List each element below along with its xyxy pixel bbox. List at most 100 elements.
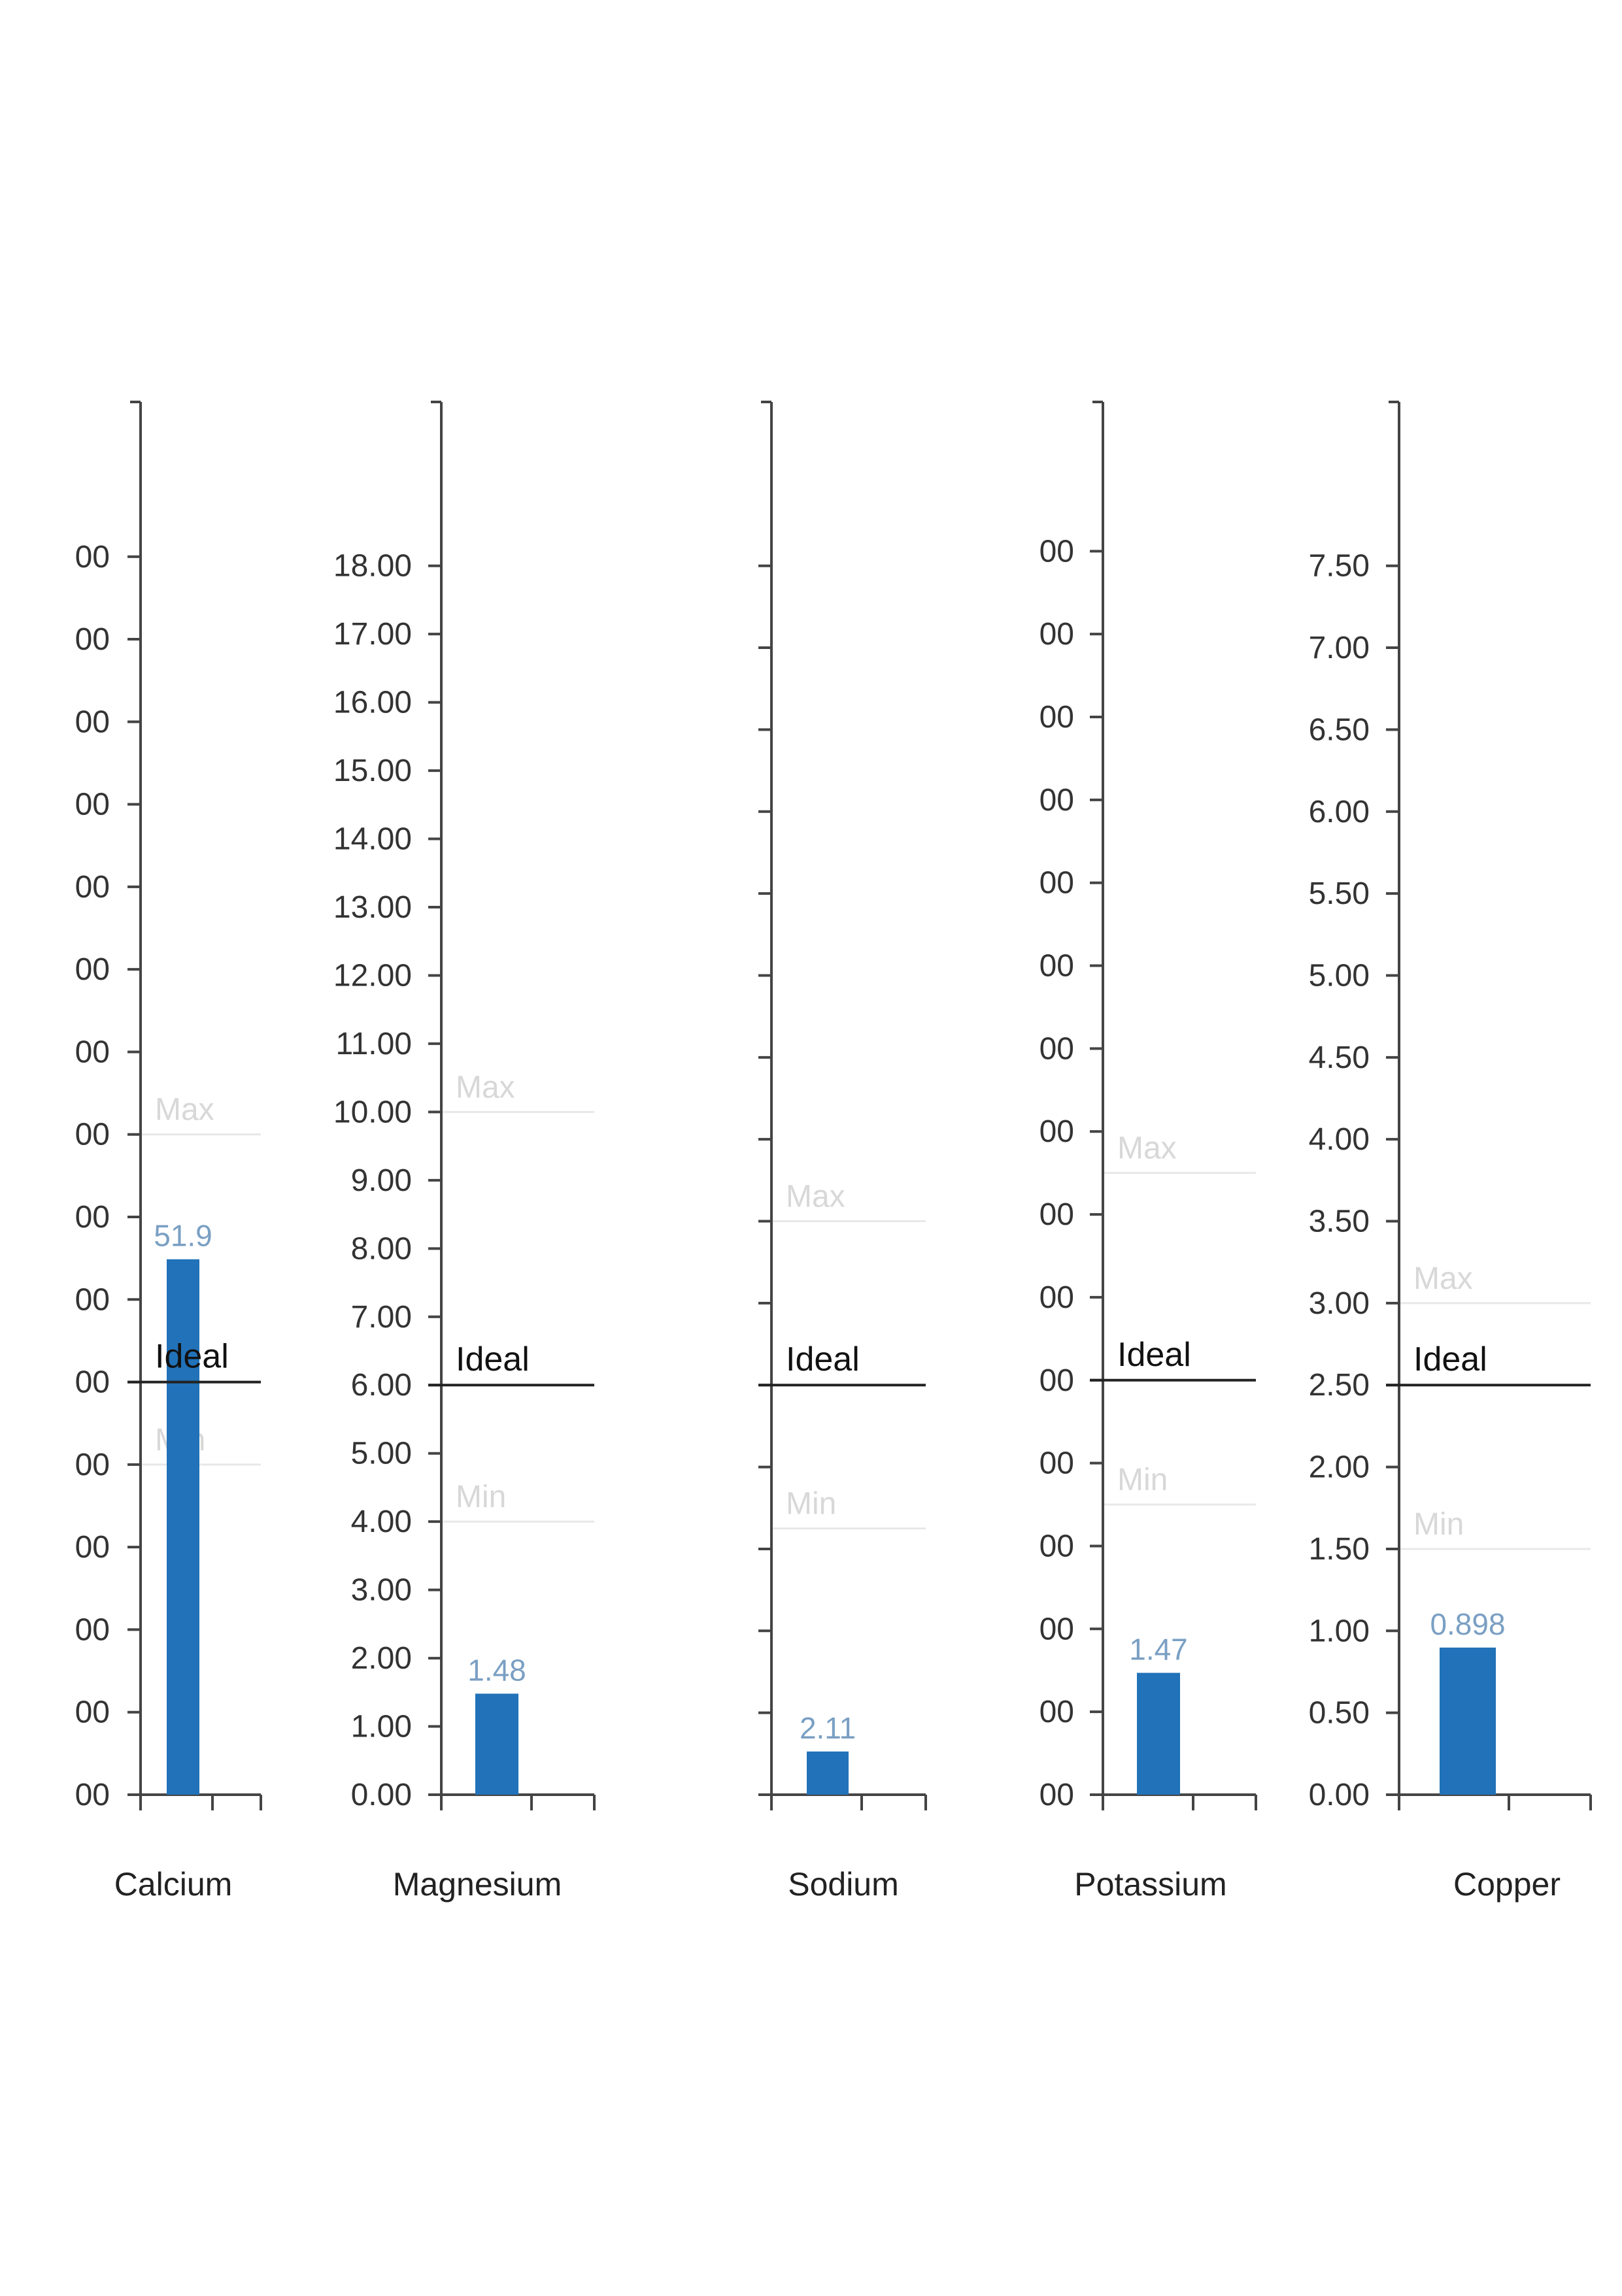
y-tick-label: 00 [1039,1612,1074,1646]
y-tick-label: 8.00 [351,1231,412,1266]
y-tick-label: 15.00 [333,754,412,788]
y-tick-label: 00 [1039,1778,1074,1812]
max-label: Max [1117,1131,1177,1166]
y-tick-label: 2.00 [1309,1450,1370,1485]
max-label: Max [155,1093,214,1127]
y-tick-label: 1.00 [1309,1614,1370,1648]
y-tick-label: 00 [75,1282,110,1317]
bar [475,1693,518,1795]
y-tick-label: 00 [1039,617,1074,652]
y-tick-label: 6.00 [1309,795,1370,829]
y-tick-label: 4.00 [1309,1122,1370,1157]
bar-value-label: 2.11 [800,1711,856,1745]
y-tick-label: 00 [75,1612,110,1647]
y-tick-label: 13.00 [333,890,412,925]
y-tick-label: 00 [1039,1114,1074,1149]
y-tick-label: 1.00 [351,1710,412,1744]
y-tick-label: 12.00 [333,958,412,993]
y-tick-label: 00 [1039,866,1074,901]
bar [167,1259,199,1795]
y-tick-label: 00 [75,705,110,739]
bar [1137,1672,1180,1795]
y-tick-label: 1.50 [1309,1532,1370,1567]
bar-value-label: 51.9 [154,1219,212,1253]
y-tick-label: 00 [75,952,110,987]
category-label: Magnesium [393,1866,562,1903]
ideal-label: Ideal [1117,1336,1191,1374]
max-label: Max [1413,1261,1473,1296]
y-tick-label: 11.00 [335,1027,412,1061]
y-tick-label: 00 [75,1448,110,1482]
y-tick-label: 00 [75,1035,110,1069]
min-label: Min [1117,1463,1168,1497]
y-tick-label: 7.00 [351,1300,412,1335]
panel-potassium: 00 00 00 00 00 00 00 00 00 00 00 00 00 00 00 00 Max Min 1.… [1039,401,1257,1903]
y-tick-label: 2.00 [351,1641,412,1676]
y-tick-label: 3.00 [351,1573,412,1608]
y-tick-label: 00 [75,1530,110,1565]
panel-magnesium: 0.00 1.00 2.00 3.00 4.00 5.00 6.00 7.00 8.00 9.00… [333,401,596,1903]
y-tick-label: 4.50 [1309,1040,1370,1075]
y-tick-label: 3.00 [1309,1286,1370,1321]
y-tick-label: 10.00 [333,1095,412,1129]
y-tick-label: 00 [1039,534,1074,569]
y-tick-label: 7.50 [1309,549,1370,584]
bar-value-label: 1.48 [467,1653,526,1687]
category-label: Sodium [788,1866,899,1903]
y-tick-label: 18.00 [333,549,412,584]
y-tick-label: 3.50 [1309,1205,1370,1239]
min-label: Min [456,1480,506,1514]
y-tick-label: 00 [75,622,110,657]
bar-value-label: 1.47 [1129,1633,1188,1667]
y-tick-label: 5.00 [351,1437,412,1471]
y-tick-label: 00 [75,788,110,822]
y-tick-label: 00 [1039,700,1074,735]
y-tick-label: 14.00 [333,822,412,857]
max-label: Max [786,1180,845,1214]
y-tick-label: 5.50 [1309,876,1370,911]
panel-copper: 0.00 0.50 1.00 1.50 2.00 2.50 3.00 3.50 4.00 4.50… [1309,401,1592,1903]
y-tick-label: 00 [75,1778,110,1812]
category-label: Copper [1453,1866,1561,1903]
bar [1440,1647,1496,1795]
y-tick-label: 0.50 [1309,1696,1370,1731]
y-tick-label: 00 [1039,1446,1074,1481]
y-tick-label: 00 [75,1695,110,1730]
ideal-label: Ideal [456,1340,530,1378]
y-tick-label: 00 [1039,1031,1074,1066]
ideal-label: Ideal [155,1338,229,1376]
y-tick-label: 00 [1039,1197,1074,1232]
y-tick-label: 2.50 [1309,1368,1370,1403]
y-tick-label: 5.00 [1309,958,1370,993]
y-tick-label: 00 [75,1365,110,1400]
y-tick-label: 00 [1039,1363,1074,1398]
y-tick-label: 17.00 [333,617,412,652]
y-tick-label: 4.00 [351,1505,412,1539]
y-tick-label: 6.50 [1309,712,1370,747]
y-tick-label: 0.00 [1309,1778,1370,1812]
bar [807,1751,849,1795]
y-tick-label: 6.00 [351,1368,412,1403]
panel-calcium: 00000000000000000000000000000000MaxMin51… [75,401,262,1903]
y-tick-label: 9.00 [351,1163,412,1198]
category-label: Calcium [114,1866,233,1903]
y-tick-label: 16.00 [333,686,412,720]
y-tick-label: 00 [75,540,110,574]
y-tick-label: 00 [1039,1695,1074,1729]
y-tick-label: 00 [1039,949,1074,984]
ideal-label: Ideal [1413,1340,1487,1378]
y-tick-label: 00 [75,870,110,905]
min-label: Min [1413,1507,1464,1542]
category-label: Potassium [1074,1866,1226,1903]
y-tick-label: 0.00 [351,1778,412,1812]
y-tick-label: 00 [75,1200,110,1235]
max-label: Max [456,1070,515,1105]
y-tick-label: 00 [75,1118,110,1152]
y-tick-label: 00 [1039,783,1074,818]
ideal-label: Ideal [786,1340,860,1378]
min-label: Min [786,1487,836,1522]
y-tick-label: 7.00 [1309,631,1370,665]
bar-value-label: 0.898 [1430,1607,1505,1641]
